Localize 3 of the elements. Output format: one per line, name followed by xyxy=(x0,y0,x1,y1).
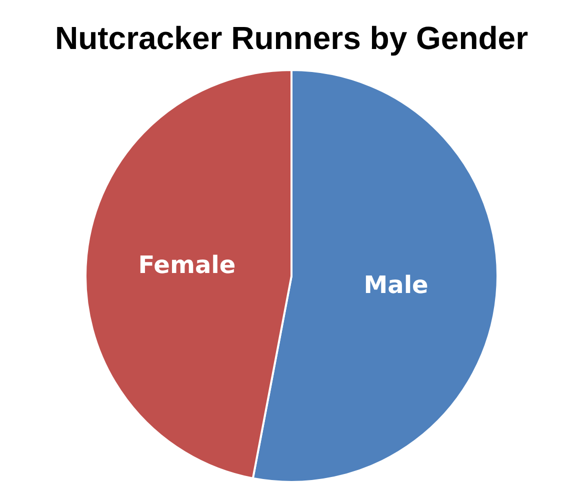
chart-title: Nutcracker Runners by Gender xyxy=(54,20,528,56)
slice-label: Male xyxy=(364,270,428,299)
slice-label: Female xyxy=(138,251,236,280)
